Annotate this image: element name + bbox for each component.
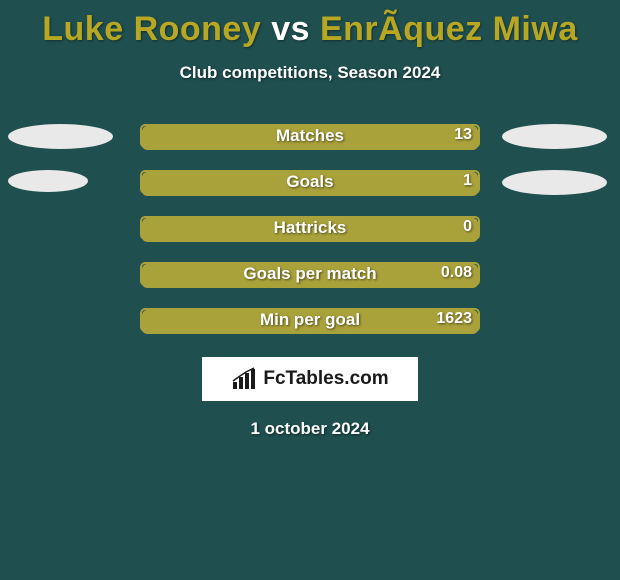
stats-list: Matches13Goals1Hattricks0Goals per match…: [0, 115, 620, 345]
stat-value: 13: [454, 126, 472, 144]
stat-value: 1623: [436, 310, 472, 328]
player-2-name: EnrÃ­quez Miwa: [320, 10, 578, 48]
bars-icon: [231, 367, 259, 391]
player2-ellipse: [502, 124, 607, 149]
player2-ellipse: [502, 170, 607, 195]
stat-row: Matches13: [0, 115, 620, 161]
stat-row: Hattricks0: [0, 207, 620, 253]
player1-ellipse: [8, 124, 113, 149]
stat-label: Hattricks: [140, 218, 480, 238]
stat-value: 0.08: [441, 264, 472, 282]
stat-row: Goals per match0.08: [0, 253, 620, 299]
stat-value: 1: [463, 172, 472, 190]
player1-ellipse: [8, 170, 88, 192]
stat-row: Min per goal1623: [0, 299, 620, 345]
stat-row: Goals1: [0, 161, 620, 207]
player-1-name: Luke Rooney: [42, 10, 261, 48]
stat-label: Goals: [140, 172, 480, 192]
stat-value: 0: [463, 218, 472, 236]
stat-label: Goals per match: [140, 264, 480, 284]
stat-label: Min per goal: [140, 310, 480, 330]
logo-text: FcTables.com: [263, 368, 388, 390]
date-label: 1 october 2024: [0, 419, 620, 439]
vs-separator: vs: [271, 10, 310, 48]
subtitle: Club competitions, Season 2024: [0, 63, 620, 83]
stat-label: Matches: [140, 126, 480, 146]
fctables-logo: FcTables.com: [202, 357, 418, 401]
page-title: Luke Rooney vs EnrÃ­quez Miwa: [0, 0, 620, 49]
comparison-card: Luke Rooney vs EnrÃ­quez Miwa Club compe…: [0, 0, 620, 580]
